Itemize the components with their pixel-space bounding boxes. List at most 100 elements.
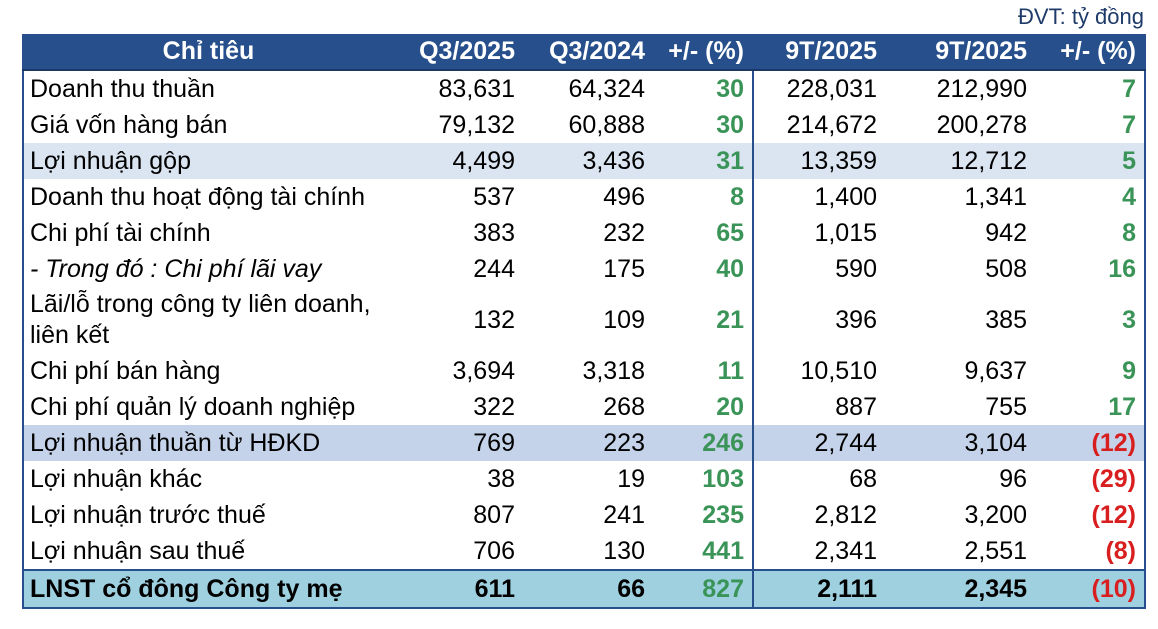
- cell-9t-prev: 2,551: [964, 536, 1027, 565]
- cell-q3-2024: 175: [603, 254, 645, 283]
- cell-9t-2025: 13,359: [752, 143, 885, 179]
- table-row: Doanh thu thuần 83,631 64,324 30 228,031…: [23, 70, 1145, 107]
- cell-ytd-change: 17: [1108, 392, 1136, 421]
- cell-ytd-change: 9: [1122, 356, 1136, 385]
- cell-q3-2024: 3,318: [582, 356, 645, 385]
- row-label: Lợi nhuận trước thuế: [30, 500, 266, 529]
- cell-q-change: 235: [702, 500, 744, 529]
- cell-9t-2025: 1,015: [752, 215, 885, 251]
- table-row: Giá vốn hàng bán 79,132 60,888 30 214,67…: [23, 107, 1145, 143]
- cell-q-change: 11: [717, 356, 744, 385]
- income-statement-table: Chỉ tiêu Q3/2025 Q3/2024 +/- (%) 9T/2025…: [22, 34, 1146, 609]
- row-label: Lợi nhuận khác: [30, 464, 203, 493]
- cell-q-change: 20: [716, 392, 744, 421]
- cell-q3-2025: 38: [487, 464, 515, 493]
- cell-ytd-change: 3: [1122, 305, 1136, 334]
- cell-9t-2025: 2,744: [752, 425, 885, 461]
- cell-9t-prev: 96: [999, 464, 1027, 493]
- cell-q3-2025: 244: [473, 254, 515, 283]
- cell-q3-2025: 611: [393, 569, 523, 609]
- row-label: Doanh thu hoạt động tài chính: [30, 182, 365, 211]
- table-row: Lợi nhuận sau thuế 706 130 441 2,341 2,5…: [23, 533, 1145, 570]
- cell-9t-prev: 12,712: [885, 143, 1035, 179]
- cell-ytd-change: (10): [1035, 569, 1145, 609]
- cell-9t-prev: 942: [985, 218, 1027, 247]
- cell-9t-2025: 68: [752, 461, 885, 497]
- cell-9t-2025: 590: [752, 251, 885, 287]
- cell-q3-2025: 3,694: [452, 356, 515, 385]
- table-row: Lợi nhuận thuần từ HĐKD 769 223 246 2,74…: [23, 425, 1145, 461]
- cell-ytd-change: (29): [1091, 464, 1136, 493]
- cell-9t-2025: 214,672: [752, 107, 885, 143]
- cell-9t-prev: 2,345: [885, 569, 1035, 609]
- row-label: Lợi nhuận thuần từ HĐKD: [23, 425, 393, 461]
- table-row: Chi phí bán hàng 3,694 3,318 11 10,510 9…: [23, 353, 1145, 389]
- cell-q3-2025: 769: [393, 425, 523, 461]
- cell-q3-2024: 241: [603, 500, 645, 529]
- cell-9t-2025: 228,031: [752, 70, 885, 107]
- header-9t-prev: 9T/2025: [885, 34, 1035, 71]
- header-9t-2025: 9T/2025: [752, 34, 885, 71]
- row-label: Lãi/lỗ trong công ty liên doanh, liên kế…: [30, 290, 371, 349]
- cell-q-change: 8: [730, 182, 744, 211]
- cell-9t-prev: 9,637: [964, 356, 1027, 385]
- cell-q3-2025: 322: [473, 392, 515, 421]
- cell-ytd-change: 4: [1122, 182, 1136, 211]
- cell-9t-prev: 200,278: [936, 110, 1027, 139]
- cell-q-change: 31: [653, 143, 753, 179]
- row-label: Lợi nhuận sau thuế: [30, 536, 246, 565]
- cell-9t-2025: 1,400: [752, 179, 885, 215]
- cell-9t-prev: 3,200: [964, 500, 1027, 529]
- cell-q3-2024: 60,888: [568, 110, 645, 139]
- cell-ytd-change: (8): [1105, 536, 1136, 565]
- cell-q3-2024: 3,436: [523, 143, 653, 179]
- cell-q-change: 103: [702, 464, 744, 493]
- cell-q3-2024: 109: [603, 305, 645, 334]
- cell-q3-2025: 706: [473, 536, 515, 565]
- row-label: Doanh thu thuần: [30, 74, 215, 103]
- row-label: Chi phí tài chính: [30, 218, 211, 247]
- cell-q3-2024: 223: [523, 425, 653, 461]
- cell-q3-2025: 383: [473, 218, 515, 247]
- row-label: Chi phí bán hàng: [30, 356, 221, 385]
- cell-ytd-change: 16: [1108, 254, 1136, 283]
- cell-ytd-change: 5: [1035, 143, 1145, 179]
- cell-q-change: 441: [702, 536, 744, 565]
- cell-9t-prev: 3,104: [885, 425, 1035, 461]
- table-row: Doanh thu hoạt động tài chính 537 496 8 …: [23, 179, 1145, 215]
- table-row: - Trong đó : Chi phí lãi vay 244 175 40 …: [23, 251, 1145, 287]
- cell-q-change: 21: [716, 305, 744, 334]
- header-indicator: Chỉ tiêu: [23, 34, 393, 71]
- cell-ytd-change: (12): [1091, 500, 1136, 529]
- cell-q3-2024: 19: [617, 464, 645, 493]
- row-label: - Trong đó : Chi phí lãi vay: [30, 254, 322, 283]
- table-row-total: LNST cổ đông Công ty mẹ 611 66 827 2,111…: [23, 569, 1145, 609]
- cell-9t-2025: 10,510: [752, 353, 885, 389]
- cell-9t-2025: 2,812: [752, 497, 885, 533]
- cell-q-change: 827: [653, 569, 753, 609]
- cell-q3-2025: 537: [473, 182, 515, 211]
- cell-q-change: 246: [653, 425, 753, 461]
- cell-9t-2025: 2,111: [752, 569, 885, 609]
- table-header-row: Chỉ tiêu Q3/2025 Q3/2024 +/- (%) 9T/2025…: [23, 34, 1145, 71]
- cell-ytd-change: 7: [1122, 74, 1136, 103]
- cell-q-change: 65: [716, 218, 744, 247]
- cell-q3-2025: 4,499: [393, 143, 523, 179]
- cell-9t-2025: 396: [752, 287, 885, 353]
- cell-q3-2024: 130: [603, 536, 645, 565]
- cell-q3-2025: 132: [473, 305, 515, 334]
- cell-q3-2024: 232: [603, 218, 645, 247]
- table-row: Lợi nhuận trước thuế 807 241 235 2,812 3…: [23, 497, 1145, 533]
- header-q3-2025: Q3/2025: [393, 34, 523, 71]
- table-row: Chi phí tài chính 383 232 65 1,015 942 8: [23, 215, 1145, 251]
- cell-q-change: 30: [716, 74, 744, 103]
- cell-q-change: 40: [716, 254, 744, 283]
- header-q-change: +/- (%): [653, 34, 753, 71]
- cell-q-change: 30: [716, 110, 744, 139]
- row-label: Lợi nhuận gộp: [23, 143, 393, 179]
- table-row: Lợi nhuận gộp 4,499 3,436 31 13,359 12,7…: [23, 143, 1145, 179]
- cell-q3-2025: 79,132: [438, 110, 515, 139]
- cell-q3-2024: 496: [603, 182, 645, 211]
- unit-label: ĐVT: tỷ đồng: [1018, 4, 1144, 29]
- cell-9t-2025: 887: [752, 389, 885, 425]
